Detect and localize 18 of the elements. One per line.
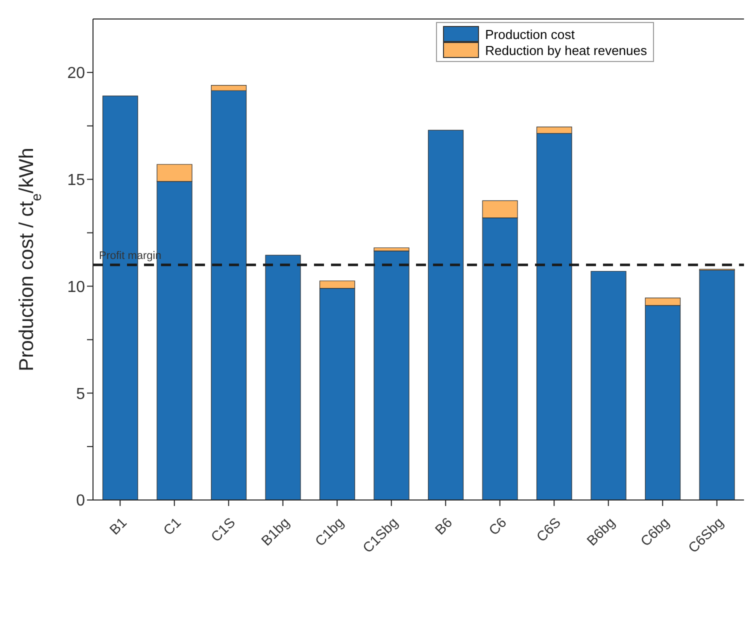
y-tick-label: 10: [67, 278, 86, 296]
x-tick-label: C1: [160, 514, 184, 538]
bar: [590, 270, 626, 500]
x-tick-label: C6: [485, 514, 510, 538]
bar: [374, 250, 410, 500]
bar: [265, 254, 301, 500]
bar: [428, 130, 464, 500]
y-tick-label: 20: [67, 65, 86, 82]
legend-label: Reduction by heat revenues: [485, 42, 647, 58]
bar: [699, 270, 735, 500]
y-tick-label: 5: [76, 386, 86, 403]
x-tick-label: B6: [432, 514, 456, 538]
y-tick-label: 0: [76, 492, 86, 510]
legend-label: Production cost: [485, 26, 575, 42]
y-tick-label: 15: [67, 172, 86, 190]
x-tick-label: C6S: [533, 514, 564, 545]
x-tick-label: B1: [106, 514, 130, 538]
x-tick-label: C1S: [208, 514, 238, 545]
